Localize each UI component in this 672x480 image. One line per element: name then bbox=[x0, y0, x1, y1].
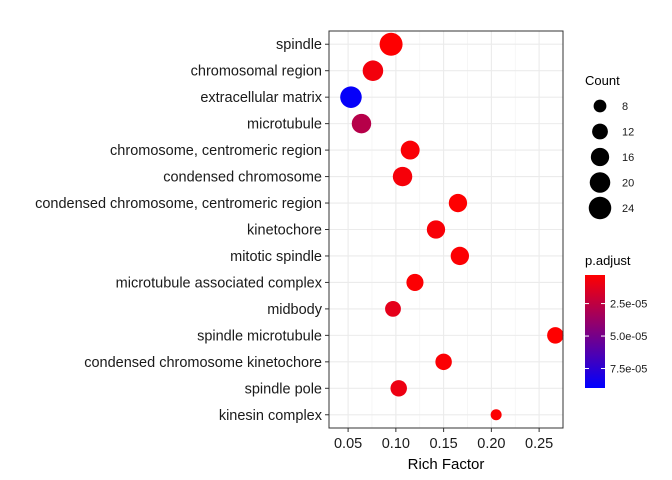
y-tick-label: kinetochore bbox=[247, 223, 322, 239]
y-tick-label: spindle microtubule bbox=[197, 328, 322, 344]
y-tick-label: mitotic spindle bbox=[230, 249, 322, 265]
color-legend-label: 7.5e-05 bbox=[610, 364, 647, 376]
data-point bbox=[379, 32, 403, 56]
color-legend-title: p.adjust bbox=[585, 253, 631, 268]
x-axis: 0.05 0.10 0.15 0.20 0.25 bbox=[334, 428, 553, 452]
size-legend-key bbox=[590, 147, 610, 167]
x-tick-label: 0.25 bbox=[525, 436, 553, 452]
y-tick-label: chromosomal region bbox=[191, 64, 322, 80]
y-tick-label: chromosome, centromeric region bbox=[110, 143, 322, 159]
data-point bbox=[426, 220, 446, 239]
x-tick-label: 0.20 bbox=[477, 436, 505, 452]
data-point bbox=[490, 409, 502, 421]
color-legend-label: 5.0e-05 bbox=[610, 331, 647, 343]
size-legend-key bbox=[589, 172, 611, 193]
size-legend-key bbox=[592, 123, 608, 140]
y-tick-label: extracellular matrix bbox=[200, 90, 322, 106]
y-tick-label: kinesin complex bbox=[219, 408, 323, 424]
size-legend-label: 20 bbox=[622, 178, 634, 190]
y-tick-label: spindle pole bbox=[245, 381, 322, 397]
data-point bbox=[362, 60, 384, 81]
size-legend-label: 12 bbox=[622, 127, 634, 139]
size-legend-label: 8 bbox=[622, 101, 628, 113]
x-tick-label: 0.15 bbox=[429, 436, 457, 452]
y-tick-label: microtubule bbox=[247, 117, 322, 133]
data-point bbox=[547, 327, 564, 344]
y-axis: spindle chromosomal region extracellular m… bbox=[35, 37, 329, 424]
data-point bbox=[340, 86, 362, 108]
data-point bbox=[351, 113, 372, 134]
size-legend-title: Count bbox=[585, 73, 620, 88]
data-point bbox=[406, 273, 424, 291]
size-legend: Count 8 12 16 20 24 bbox=[585, 73, 634, 220]
x-tick-label: 0.05 bbox=[334, 436, 362, 452]
x-tick-label: 0.10 bbox=[382, 436, 410, 452]
data-point bbox=[400, 140, 420, 160]
size-legend-key bbox=[588, 196, 612, 220]
color-legend-label: 2.5e-05 bbox=[610, 299, 647, 311]
color-legend: p.adjust 2.5e-05 5.0e-05 7.5e-05 bbox=[585, 253, 647, 388]
y-tick-label: condensed chromosome kinetochore bbox=[84, 355, 322, 371]
y-tick-label: condensed chromosome bbox=[163, 170, 322, 186]
data-point bbox=[390, 380, 407, 397]
y-tick-label: midbody bbox=[267, 302, 323, 318]
size-legend-label: 24 bbox=[622, 203, 634, 215]
x-axis-title: Rich Factor bbox=[408, 456, 485, 473]
size-legend-key bbox=[593, 99, 607, 113]
y-tick-label: condensed chromosome, centromeric region bbox=[35, 196, 322, 212]
data-point bbox=[385, 300, 401, 317]
data-point bbox=[392, 166, 413, 187]
y-tick-label: spindle bbox=[276, 37, 322, 53]
data-point bbox=[448, 193, 468, 213]
data-points bbox=[340, 32, 564, 421]
size-legend-label: 16 bbox=[622, 152, 634, 164]
color-bar bbox=[585, 275, 605, 388]
data-point bbox=[435, 353, 452, 371]
data-point bbox=[450, 246, 470, 266]
y-tick-label: microtubule associated complex bbox=[116, 275, 323, 291]
